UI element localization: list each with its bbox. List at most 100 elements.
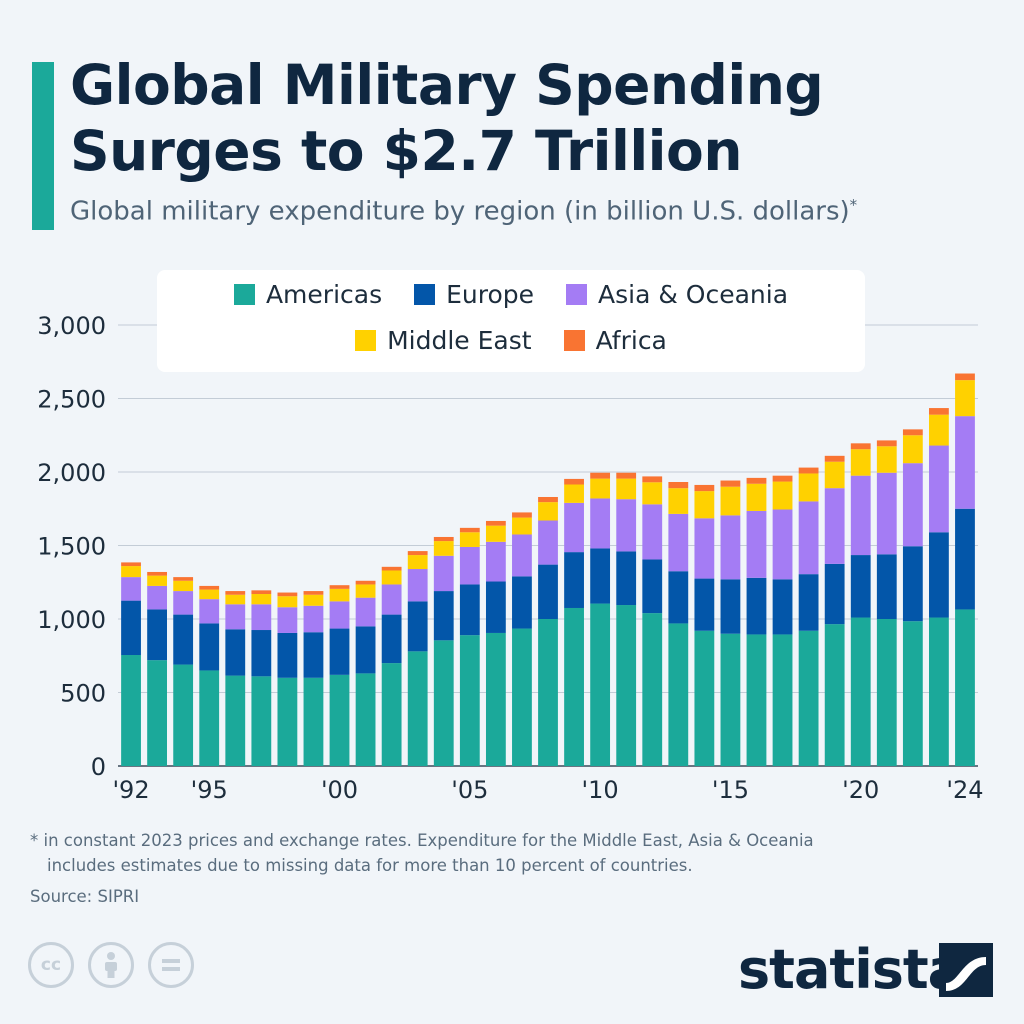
bar-segment-africa-2015 xyxy=(720,480,741,487)
bar-segment-americas-2000 xyxy=(329,674,350,766)
bar-segment-middle-east-2022 xyxy=(902,435,923,464)
attribution-icon[interactable] xyxy=(88,942,134,988)
chart-legend: Americas Europe Asia & Oceania Middle East… xyxy=(157,270,865,372)
bar-segment-europe-2005 xyxy=(459,584,480,636)
bar-segment-africa-1999 xyxy=(303,591,324,595)
y-tick-label: 0 xyxy=(91,753,106,781)
bar-segment-americas-2009 xyxy=(564,607,584,766)
bar-segment-middle-east-2019 xyxy=(824,461,845,489)
bar-segment-africa-2002 xyxy=(381,566,402,571)
y-tick-label: 1,000 xyxy=(37,606,106,634)
bar-segment-europe-2011 xyxy=(616,551,637,606)
bar-segment-europe-2022 xyxy=(902,546,923,622)
bar-segment-americas-2021 xyxy=(876,619,897,766)
bar-segment-americas-1995 xyxy=(199,670,220,766)
bar-segment-asia-oceania-2000 xyxy=(329,601,350,629)
bar-segment-americas-2008 xyxy=(538,619,558,766)
bar-segment-asia-oceania-1994 xyxy=(173,591,194,615)
x-tick-label: '95 xyxy=(191,776,228,800)
no-derivatives-icon[interactable] xyxy=(148,942,194,988)
bar-segment-europe-2007 xyxy=(512,576,532,629)
bar-segment-europe-1998 xyxy=(277,632,298,678)
bar-segment-europe-2024 xyxy=(955,508,975,610)
bar-segment-europe-2023 xyxy=(929,532,949,618)
bar-segment-americas-2014 xyxy=(694,630,715,766)
bar-segment-americas-2024 xyxy=(955,609,975,766)
legend-swatch xyxy=(414,284,436,305)
bar-segment-europe-2010 xyxy=(590,548,611,604)
bar-segment-americas-2003 xyxy=(407,651,428,766)
bar-segment-asia-oceania-2022 xyxy=(902,463,923,547)
statista-wordmark[interactable]: statista xyxy=(738,938,964,1001)
bar-segment-africa-2013 xyxy=(668,482,689,489)
bar-segment-africa-1994 xyxy=(173,577,194,581)
bar-segment-africa-2008 xyxy=(538,496,558,503)
bar-segment-asia-oceania-2005 xyxy=(459,546,480,585)
bar-segment-asia-oceania-2007 xyxy=(512,534,532,577)
bar-segment-asia-oceania-2018 xyxy=(798,501,819,575)
bar-segment-asia-oceania-1999 xyxy=(303,605,324,633)
legend-swatch xyxy=(566,284,588,305)
bar-segment-americas-1997 xyxy=(251,676,272,766)
bar-segment-americas-1998 xyxy=(277,677,298,766)
bar-segment-middle-east-2021 xyxy=(876,446,897,473)
bar-segment-africa-1996 xyxy=(225,591,246,595)
bar-segment-middle-east-2014 xyxy=(694,491,715,519)
bar-segment-asia-oceania-2008 xyxy=(538,520,558,565)
legend-label: Asia & Oceania xyxy=(598,280,789,309)
bar-segment-middle-east-2008 xyxy=(538,502,558,521)
bar-segment-americas-1996 xyxy=(225,675,246,766)
bar-segment-middle-east-1992 xyxy=(121,566,141,578)
bar-segment-middle-east-1993 xyxy=(147,575,167,586)
legend-row-2: Middle East Africa xyxy=(157,326,865,355)
statista-logo-icon[interactable] xyxy=(939,943,993,997)
bar-segment-asia-oceania-2016 xyxy=(746,510,767,578)
bar-segment-americas-1994 xyxy=(173,664,194,766)
bar-segment-europe-1996 xyxy=(225,629,246,676)
bar-segment-asia-oceania-2012 xyxy=(642,504,663,560)
chart-subtitle: Global military expenditure by region (i… xyxy=(70,196,1010,227)
bar-segment-middle-east-2013 xyxy=(668,488,689,514)
bar-segment-africa-2007 xyxy=(512,512,532,518)
bar-segment-africa-2018 xyxy=(798,467,819,474)
y-axis-labels: 0 500 1,000 1,500 2,000 2,500 3,000 xyxy=(37,312,106,781)
bar-segment-europe-2019 xyxy=(824,563,845,625)
bar-segment-africa-2009 xyxy=(564,478,584,485)
source-note: Source: SIPRI xyxy=(30,887,140,906)
legend-swatch xyxy=(563,330,585,351)
bar-segment-middle-east-2010 xyxy=(590,478,611,499)
bar-segment-asia-oceania-2002 xyxy=(381,584,402,615)
bar-segment-europe-1995 xyxy=(199,623,220,671)
bar-segment-europe-2018 xyxy=(798,574,819,631)
bar-segment-asia-oceania-1995 xyxy=(199,599,220,624)
bar-segment-asia-oceania-2010 xyxy=(590,498,611,549)
bar-segment-middle-east-1998 xyxy=(277,596,298,608)
bar-segment-americas-2018 xyxy=(798,630,819,766)
bar-segment-middle-east-1999 xyxy=(303,594,324,606)
bar-segment-americas-2023 xyxy=(929,617,949,766)
bar-segment-middle-east-1994 xyxy=(173,580,194,592)
cc-icon[interactable]: cc xyxy=(28,942,74,988)
bar-segment-americas-1992 xyxy=(121,655,141,766)
bar-segment-americas-1999 xyxy=(303,677,324,766)
bar-segment-asia-oceania-2024 xyxy=(955,416,975,509)
bar-segment-africa-2019 xyxy=(824,455,845,462)
bar-segment-africa-1992 xyxy=(121,562,141,567)
x-tick-label: '05 xyxy=(451,776,488,800)
bar-segment-asia-oceania-1996 xyxy=(225,604,246,630)
bar-segment-middle-east-2023 xyxy=(929,414,949,446)
bar-segment-middle-east-2000 xyxy=(329,588,350,602)
bar-segment-asia-oceania-2019 xyxy=(824,488,845,564)
bar-segment-europe-1994 xyxy=(173,614,194,665)
bar-segment-americas-2013 xyxy=(668,623,689,766)
legend-item: Europe xyxy=(414,280,534,309)
bar-segment-africa-2006 xyxy=(485,520,506,526)
bar-segment-asia-oceania-2020 xyxy=(850,475,871,556)
legend-swatch xyxy=(355,330,377,351)
bar-segment-middle-east-2018 xyxy=(798,473,819,502)
bar-segment-europe-2020 xyxy=(850,555,871,618)
bar-segment-asia-oceania-2001 xyxy=(355,597,376,627)
bar-segment-africa-2022 xyxy=(902,429,923,436)
footnote-line-1: * in constant 2023 prices and exchange r… xyxy=(30,831,814,850)
bar-segment-europe-2006 xyxy=(485,581,506,633)
